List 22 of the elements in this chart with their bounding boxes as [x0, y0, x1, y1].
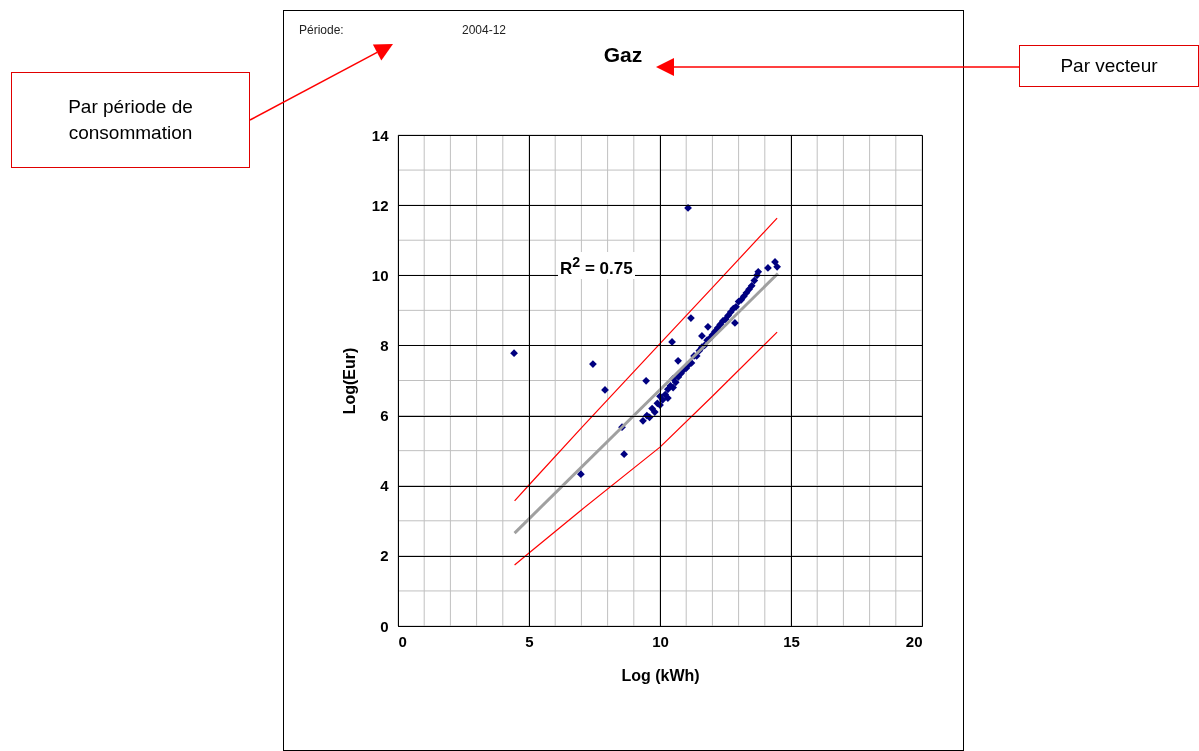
annotation: R$^{2}$ = 0.75 — [558, 252, 635, 279]
chart-title: Gaz — [603, 43, 643, 66]
x-tick-label: 0 — [398, 632, 407, 650]
y-tick-label: 14 — [371, 126, 390, 144]
x-tick-label: 15 — [783, 632, 800, 650]
x-tick-label: 10 — [652, 632, 669, 650]
text: Par période de consommation — [11, 72, 250, 168]
text: Période: — [299, 23, 344, 37]
text: 2004-12 — [462, 23, 507, 37]
y-tick-label: 8 — [380, 336, 389, 354]
y-tick-label: 4 — [380, 477, 390, 495]
y-tick-label: 2 — [380, 547, 389, 565]
y-tick-label: 12 — [371, 196, 389, 214]
y-tick-label: 6 — [380, 407, 389, 425]
x-tick-label: 5 — [525, 632, 534, 650]
line-series — [513, 331, 778, 566]
x-axis-title: Log (kWh) — [621, 666, 700, 684]
y-axis-title: Log(Eur) — [340, 347, 358, 415]
x-tick-label: 20 — [905, 632, 923, 650]
y-tick-label: 0 — [380, 617, 389, 635]
text: Par vecteur — [1019, 45, 1199, 87]
y-tick-label: 10 — [371, 266, 389, 284]
